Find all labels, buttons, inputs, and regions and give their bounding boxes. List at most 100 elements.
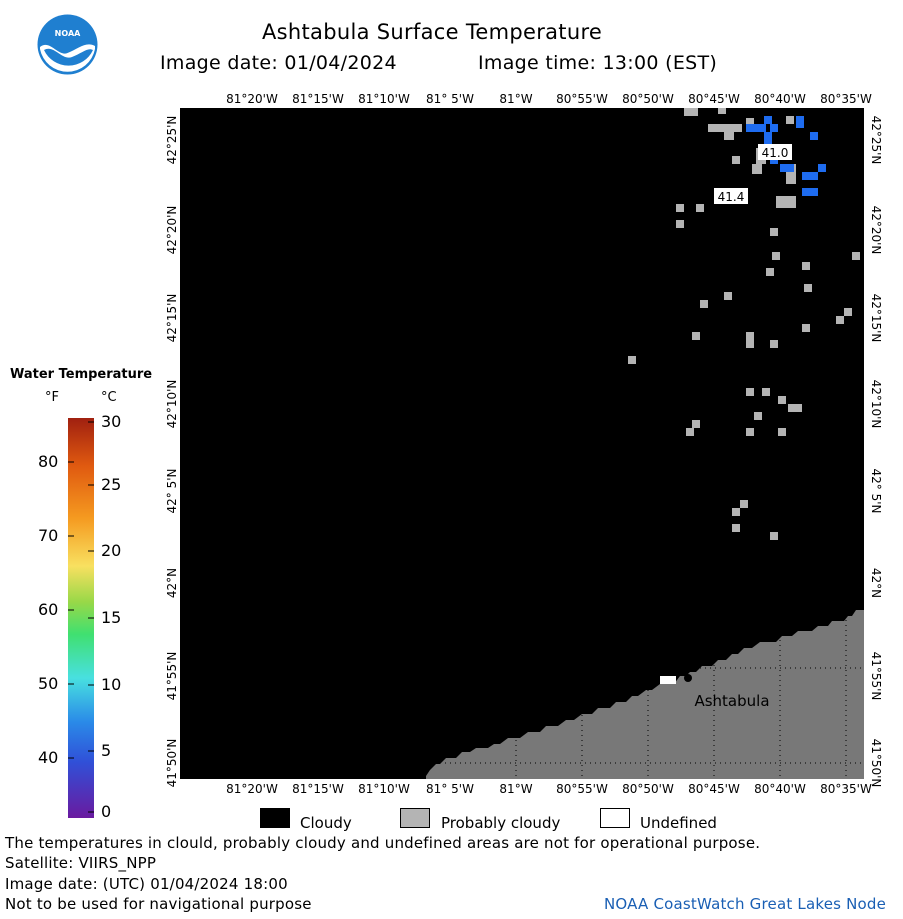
legend-c-label: 20 bbox=[101, 541, 122, 560]
lon-tick-bottom: 80°45'W bbox=[688, 782, 740, 796]
operational-warning: The temperatures in clould, probably clo… bbox=[5, 834, 761, 852]
probably-cloudy-pixel bbox=[754, 412, 762, 420]
utc-date: Image date: (UTC) 01/04/2024 18:00 bbox=[5, 875, 288, 893]
legend-unit-c: °C bbox=[101, 390, 117, 405]
cloudy-swatch bbox=[260, 808, 290, 828]
image-time: Image time: 13:00 (EST) bbox=[478, 52, 718, 74]
lon-tick-bottom: 81°15'W bbox=[292, 782, 344, 796]
probably-cloudy-pixel bbox=[778, 396, 786, 404]
probably-cloudy-pixel bbox=[802, 262, 810, 270]
probably-cloudy-pixel bbox=[770, 228, 778, 236]
temp-label-2: 41.4 bbox=[718, 190, 745, 204]
legend-c-label: 25 bbox=[101, 475, 122, 494]
noaa-logo-icon: NOAA bbox=[36, 13, 99, 76]
credit-link[interactable]: NOAA CoastWatch Great Lakes Node bbox=[604, 895, 887, 913]
water-temp-pixel bbox=[810, 132, 818, 140]
lat-tick-right: 41°55'N bbox=[869, 651, 883, 701]
temp-label-box-2 bbox=[714, 188, 748, 204]
legend-c-label: 30 bbox=[101, 412, 122, 431]
lon-tick-bottom: 80°40'W bbox=[754, 782, 806, 796]
water-temp-pixel bbox=[780, 164, 794, 172]
probably-cloudy-pixel bbox=[778, 428, 786, 436]
water-temp-pixel bbox=[746, 124, 766, 132]
sst-map: 41.0 41.4 Ashtabula bbox=[180, 108, 864, 779]
lat-tick-right: 42° 5'N bbox=[869, 468, 883, 514]
probably-cloudy-pixel bbox=[628, 356, 636, 364]
water-temp-pixel bbox=[764, 116, 772, 124]
probably-cloudy-pixels bbox=[628, 108, 860, 540]
probably-cloudy-pixel bbox=[692, 420, 700, 428]
legend-unit-f: °F bbox=[45, 390, 59, 405]
legend-f-label: 80 bbox=[38, 452, 59, 471]
noaa-logo-text: NOAA bbox=[55, 29, 81, 38]
lon-tick-top: 80°45'W bbox=[688, 92, 740, 106]
probably-cloudy-pixel bbox=[686, 428, 694, 436]
probably-cloudy-pixel bbox=[852, 252, 860, 260]
lon-tick-top: 81°15'W bbox=[292, 92, 344, 106]
probably-cloudy-pixel bbox=[766, 268, 774, 276]
lon-tick-bottom: 81°W bbox=[499, 782, 533, 796]
lat-tick-left: 41°50'N bbox=[165, 738, 179, 788]
lat-tick-left: 41°55'N bbox=[165, 651, 179, 701]
probably-cloudy-pixel bbox=[696, 204, 704, 212]
land-area bbox=[426, 610, 864, 779]
lat-tick-left: 42°15'N bbox=[165, 293, 179, 343]
probably-cloudy-pixel bbox=[844, 308, 852, 316]
undefined-label: Undefined bbox=[640, 814, 717, 832]
lon-tick-top: 81°20'W bbox=[226, 92, 278, 106]
lon-tick-top: 80°50'W bbox=[622, 92, 674, 106]
probably-cloudy-pixel bbox=[788, 404, 802, 412]
probably-cloudy-pixel bbox=[746, 428, 754, 436]
legend-c-label: 15 bbox=[101, 608, 122, 627]
probably-cloudy-pixel bbox=[776, 196, 796, 208]
probably-cloudy-pixel bbox=[732, 508, 740, 516]
lat-tick-right: 42°10'N bbox=[869, 379, 883, 429]
legend-c-label: 10 bbox=[101, 675, 122, 694]
probably-cloudy-pixel bbox=[836, 316, 844, 324]
lon-tick-top: 80°55'W bbox=[556, 92, 608, 106]
probably-cloudy-pixel bbox=[700, 300, 708, 308]
image-date: Image date: 01/04/2024 bbox=[160, 52, 397, 74]
probably-cloudy-pixel bbox=[770, 532, 778, 540]
probably-cloudy-pixel bbox=[746, 118, 754, 126]
lon-tick-bottom: 80°50'W bbox=[622, 782, 674, 796]
lat-tick-left: 42° 5'N bbox=[165, 468, 179, 514]
probably-cloudy-pixel bbox=[762, 388, 770, 396]
temp-label-1: 41.0 bbox=[762, 146, 789, 160]
legend-c-label: 5 bbox=[101, 741, 112, 760]
probably-cloudy-pixel bbox=[724, 132, 734, 140]
city-marker bbox=[684, 674, 692, 682]
water-temp-pixel bbox=[770, 124, 778, 132]
probably-cloudy-pixel bbox=[676, 220, 684, 228]
lat-tick-left: 42°10'N bbox=[165, 379, 179, 429]
water-temp-pixel bbox=[818, 164, 826, 172]
lat-tick-right: 42°25'N bbox=[869, 115, 883, 165]
legend-f-label: 60 bbox=[38, 600, 59, 619]
lat-tick-left: 42°25'N bbox=[165, 115, 179, 165]
probably-cloudy-pixel bbox=[684, 108, 698, 116]
legend-c-label: 0 bbox=[101, 802, 112, 821]
probably-cloudy-pixel bbox=[740, 500, 748, 508]
probably-cloudy-pixel bbox=[772, 252, 780, 260]
lon-tick-bottom: 81°20'W bbox=[226, 782, 278, 796]
probably-cloudy-pixel bbox=[732, 524, 740, 532]
water-temp-pixel bbox=[802, 172, 818, 180]
probably-cloudy-pixel bbox=[676, 204, 684, 212]
probably-cloudy-pixel bbox=[724, 292, 732, 300]
probably-cloudy-pixel bbox=[786, 164, 796, 184]
lat-tick-right: 42°20'N bbox=[869, 205, 883, 255]
probably-cloudy-pixel bbox=[802, 324, 810, 332]
undefined-strip bbox=[660, 676, 676, 684]
lon-tick-top: 80°35'W bbox=[820, 92, 872, 106]
probably-cloudy-pixel bbox=[746, 332, 754, 348]
land-graticule bbox=[426, 610, 864, 779]
probably-cloudy-pixel bbox=[732, 156, 740, 164]
lon-tick-bottom: 80°55'W bbox=[556, 782, 608, 796]
legend-title: Water Temperature bbox=[10, 367, 153, 382]
temp-label-box-1 bbox=[758, 144, 792, 160]
page-title: Ashtabula Surface Temperature bbox=[262, 20, 603, 44]
water-temp-pixel bbox=[764, 132, 772, 148]
water-temp-pixel bbox=[802, 188, 818, 196]
lon-tick-top: 80°40'W bbox=[754, 92, 806, 106]
lat-tick-left: 42°20'N bbox=[165, 205, 179, 255]
